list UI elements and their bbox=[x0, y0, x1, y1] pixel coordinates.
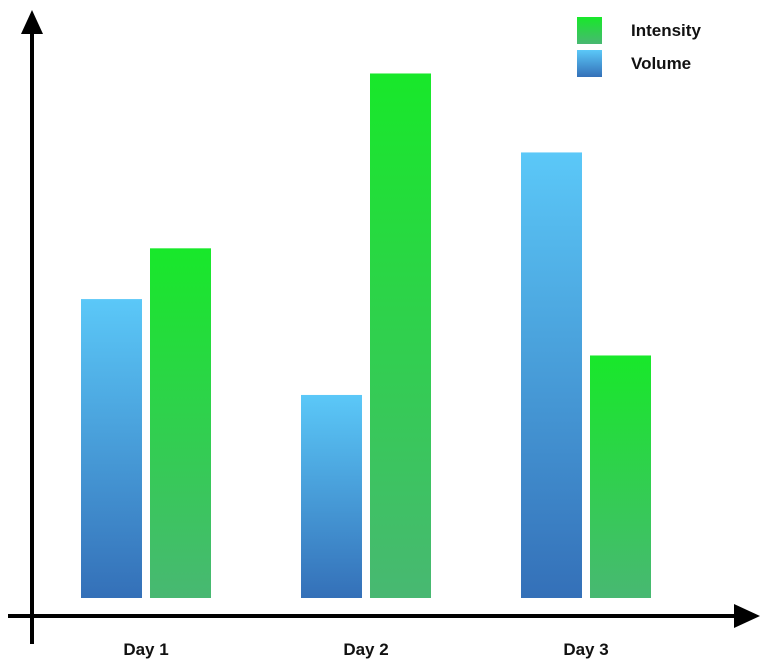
x-tick-labels: Day 1 Day 2 Day 3 bbox=[123, 640, 608, 659]
y-axis-arrow-icon bbox=[21, 10, 43, 34]
bar-intensity-day-1 bbox=[150, 248, 211, 598]
legend-label-volume: Volume bbox=[631, 54, 691, 73]
x-tick-label-day-1: Day 1 bbox=[123, 640, 168, 659]
bar-volume-day-3 bbox=[521, 152, 582, 598]
bars-layer bbox=[81, 73, 651, 599]
bar-volume-day-2 bbox=[301, 394, 362, 598]
bar-intensity-day-3 bbox=[590, 355, 651, 598]
bar-intensity-day-2 bbox=[370, 73, 431, 599]
x-axis-arrow-icon bbox=[734, 604, 760, 628]
legend-swatch-volume bbox=[577, 50, 602, 77]
legend-swatch-intensity bbox=[577, 17, 602, 44]
x-tick-label-day-3: Day 3 bbox=[563, 640, 608, 659]
bar-volume-day-1 bbox=[81, 299, 142, 598]
legend: Intensity Volume bbox=[577, 17, 701, 77]
axes-layer bbox=[8, 10, 760, 644]
x-tick-label-day-2: Day 2 bbox=[343, 640, 388, 659]
legend-label-intensity: Intensity bbox=[631, 21, 701, 40]
